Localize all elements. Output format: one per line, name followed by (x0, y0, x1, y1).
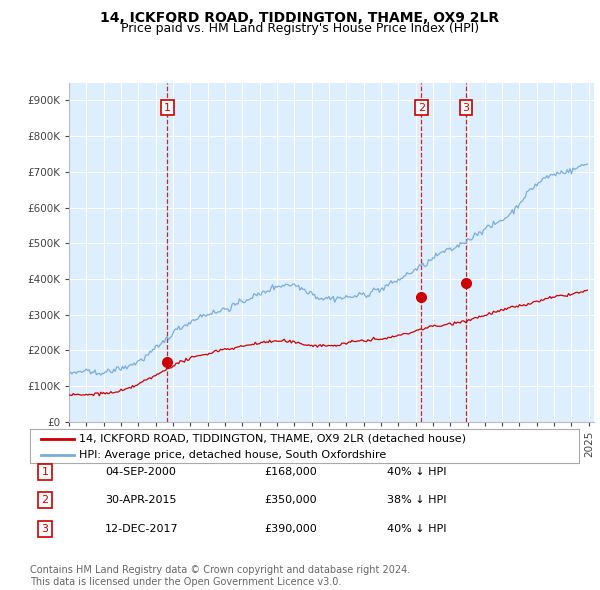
Text: £390,000: £390,000 (264, 524, 317, 533)
Text: 2: 2 (418, 103, 425, 113)
Text: 04-SEP-2000: 04-SEP-2000 (105, 467, 176, 477)
Text: 3: 3 (41, 524, 49, 533)
Text: 12-DEC-2017: 12-DEC-2017 (105, 524, 179, 533)
Text: 2: 2 (41, 496, 49, 505)
Text: 30-APR-2015: 30-APR-2015 (105, 496, 176, 505)
Text: 38% ↓ HPI: 38% ↓ HPI (387, 496, 446, 505)
Text: 14, ICKFORD ROAD, TIDDINGTON, THAME, OX9 2LR (detached house): 14, ICKFORD ROAD, TIDDINGTON, THAME, OX9… (79, 434, 466, 444)
Text: 3: 3 (463, 103, 470, 113)
Text: Price paid vs. HM Land Registry's House Price Index (HPI): Price paid vs. HM Land Registry's House … (121, 22, 479, 35)
Text: 1: 1 (164, 103, 171, 113)
Text: £350,000: £350,000 (264, 496, 317, 505)
Text: 40% ↓ HPI: 40% ↓ HPI (387, 467, 446, 477)
Text: HPI: Average price, detached house, South Oxfordshire: HPI: Average price, detached house, Sout… (79, 450, 386, 460)
Text: Contains HM Land Registry data © Crown copyright and database right 2024.
This d: Contains HM Land Registry data © Crown c… (30, 565, 410, 587)
Text: 40% ↓ HPI: 40% ↓ HPI (387, 524, 446, 533)
Text: 1: 1 (41, 467, 49, 477)
Text: £168,000: £168,000 (264, 467, 317, 477)
Text: 14, ICKFORD ROAD, TIDDINGTON, THAME, OX9 2LR: 14, ICKFORD ROAD, TIDDINGTON, THAME, OX9… (100, 11, 500, 25)
